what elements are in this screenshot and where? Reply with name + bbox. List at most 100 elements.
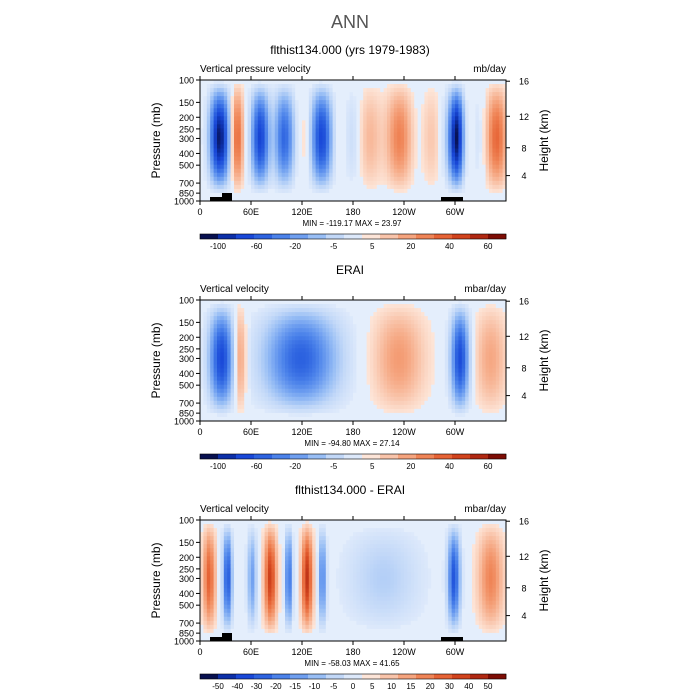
field-cell bbox=[441, 164, 446, 170]
field-cell bbox=[315, 196, 320, 202]
field-cell bbox=[271, 84, 276, 89]
field-cell bbox=[230, 376, 235, 382]
field-cell bbox=[373, 340, 378, 345]
field-cell bbox=[288, 304, 293, 309]
field-cell bbox=[448, 164, 452, 170]
field-cell bbox=[315, 164, 320, 170]
field-cell bbox=[376, 80, 381, 85]
field-cell bbox=[366, 332, 371, 337]
field-cell bbox=[210, 100, 214, 105]
field-cell bbox=[475, 352, 480, 357]
field-cell bbox=[240, 192, 245, 198]
field-cell bbox=[489, 364, 493, 369]
field-cell bbox=[257, 352, 262, 357]
field-cell bbox=[268, 148, 272, 153]
field-cell bbox=[492, 388, 497, 394]
field-cell bbox=[468, 304, 473, 309]
field-cell bbox=[451, 352, 456, 357]
field-cell bbox=[468, 132, 473, 137]
field-cell bbox=[475, 188, 480, 194]
field-cell bbox=[431, 96, 435, 101]
field-cell bbox=[261, 84, 265, 89]
field-cell bbox=[288, 300, 293, 305]
field-cell bbox=[353, 384, 357, 390]
field-cell bbox=[441, 108, 446, 113]
field-cell bbox=[264, 188, 269, 194]
field-cell bbox=[308, 120, 313, 125]
field-cell bbox=[288, 80, 293, 85]
field-cell bbox=[472, 164, 476, 170]
field-cell bbox=[227, 360, 231, 365]
field-cell bbox=[288, 148, 293, 153]
field-cell bbox=[366, 168, 371, 174]
field-cell bbox=[499, 140, 503, 145]
field-cell bbox=[302, 112, 306, 117]
field-cell bbox=[465, 376, 469, 382]
field-cell bbox=[332, 144, 337, 149]
field-cell bbox=[210, 312, 214, 317]
field-cell bbox=[349, 392, 354, 398]
field-cell bbox=[332, 184, 337, 190]
field-cell bbox=[485, 140, 490, 145]
field-cell bbox=[291, 380, 296, 386]
field-cell bbox=[223, 332, 228, 337]
field-cell bbox=[298, 108, 303, 113]
field-cell bbox=[206, 300, 211, 305]
field-cell bbox=[281, 124, 286, 129]
field-cell bbox=[342, 340, 347, 345]
field-cell bbox=[346, 324, 350, 329]
field-cell bbox=[254, 352, 259, 357]
field-cell bbox=[366, 116, 371, 121]
field-cell bbox=[206, 396, 211, 402]
field-cell bbox=[492, 316, 497, 321]
field-cell bbox=[264, 156, 269, 162]
field-cell bbox=[295, 108, 299, 113]
field-cell bbox=[274, 388, 279, 394]
field-cell bbox=[366, 80, 371, 85]
field-cell bbox=[288, 396, 293, 402]
field-cell bbox=[329, 324, 333, 329]
field-cell bbox=[329, 196, 333, 202]
field-cell bbox=[223, 92, 228, 97]
field-cell bbox=[410, 120, 415, 125]
field-cell bbox=[271, 332, 276, 337]
field-cell bbox=[393, 324, 398, 329]
field-cell bbox=[468, 128, 473, 133]
field-cell bbox=[336, 340, 340, 345]
field-cell bbox=[404, 168, 408, 174]
field-cell bbox=[332, 308, 337, 313]
units-label: mbar/day bbox=[464, 284, 506, 295]
field-cell bbox=[383, 92, 388, 97]
field-cell bbox=[339, 100, 344, 105]
field-cell bbox=[438, 324, 442, 329]
field-cell bbox=[234, 360, 238, 365]
field-cell bbox=[295, 140, 299, 145]
field-cell bbox=[288, 172, 293, 178]
field-cell bbox=[325, 128, 330, 133]
field-cell bbox=[431, 344, 435, 349]
field-cell bbox=[475, 148, 480, 153]
field-cell bbox=[373, 320, 378, 325]
field-cell bbox=[285, 136, 289, 141]
colorbar: -100 -60 -20 -5 5 20 40 60 bbox=[199, 233, 507, 251]
field-cell bbox=[417, 388, 422, 394]
field-cell bbox=[271, 96, 276, 101]
field-cell bbox=[213, 328, 218, 333]
field-cell bbox=[264, 348, 269, 353]
field-cell bbox=[200, 96, 204, 101]
field-cell bbox=[227, 324, 231, 329]
field-cell bbox=[414, 96, 418, 101]
field-cell bbox=[339, 104, 344, 109]
field-cell bbox=[359, 324, 364, 329]
field-cell bbox=[261, 320, 265, 325]
field-cell bbox=[356, 120, 361, 125]
field-cell bbox=[400, 112, 405, 117]
field-cell bbox=[359, 376, 364, 382]
field-cell bbox=[237, 356, 242, 361]
field-cell bbox=[393, 304, 398, 309]
field-cell bbox=[278, 152, 282, 158]
field-cell bbox=[298, 320, 303, 325]
field-cell bbox=[359, 144, 364, 149]
field-cell bbox=[247, 176, 252, 182]
field-cell bbox=[278, 324, 282, 329]
